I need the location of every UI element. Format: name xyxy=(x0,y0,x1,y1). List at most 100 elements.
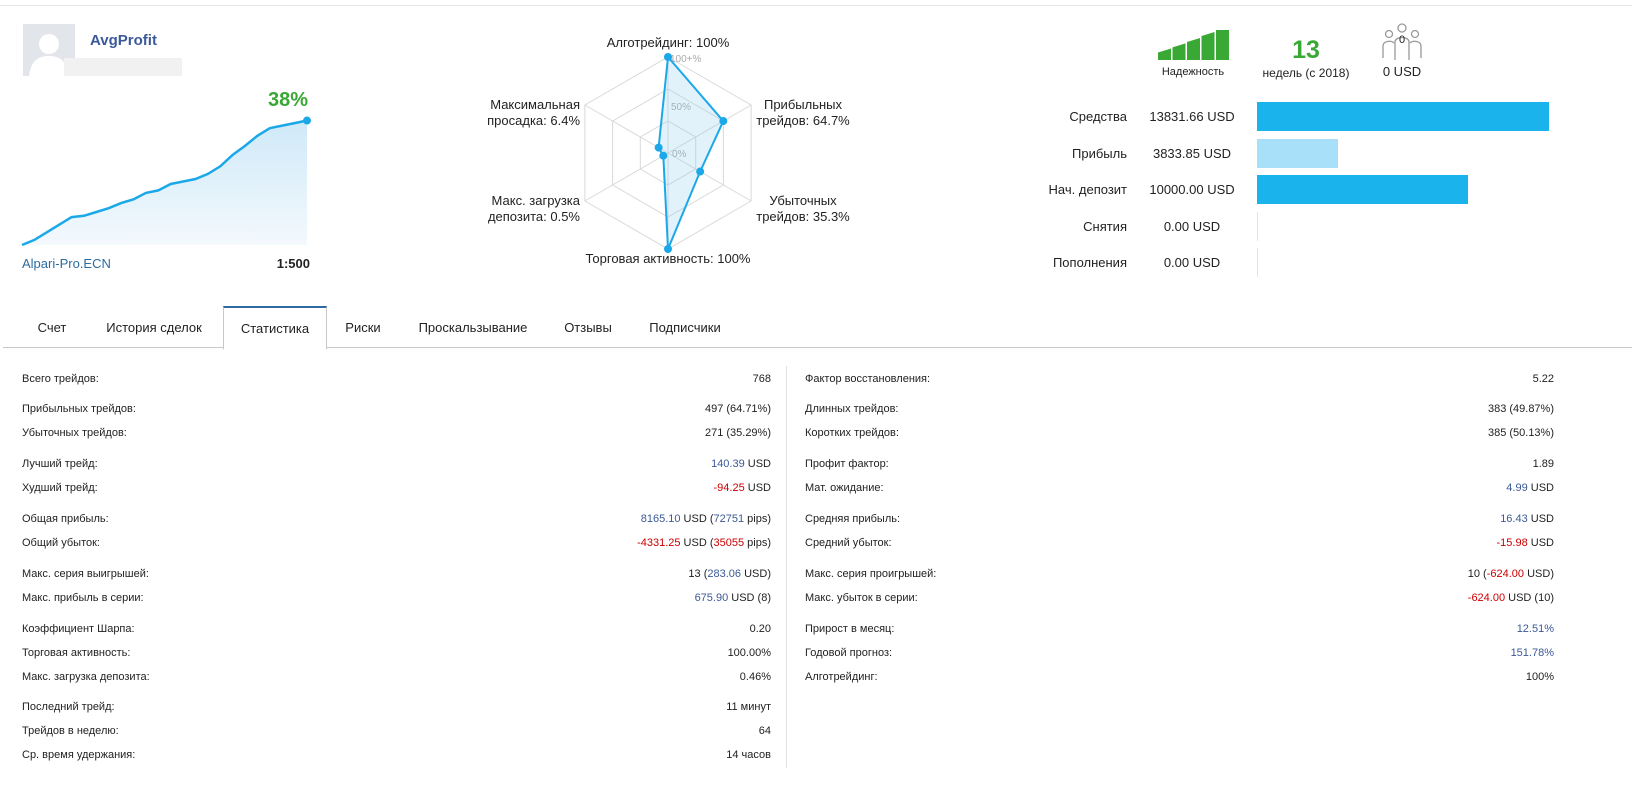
stat-value-part: 72751 xyxy=(713,513,745,525)
stat-value-part: pips) xyxy=(744,513,771,525)
bar-value: 0.00 USD xyxy=(1163,255,1221,270)
radar-scale-top: 100+% xyxy=(670,54,702,65)
broker-server[interactable]: Alpari-Pro.ECN xyxy=(22,256,111,271)
radar-point xyxy=(659,151,668,160)
stat-value-part: -94.25 xyxy=(713,482,745,494)
stat-label: Коэффициент Шарпа: xyxy=(22,623,135,635)
bar-fill xyxy=(1257,248,1258,277)
subscribers-value: 0 USD xyxy=(1382,64,1422,79)
stat-label: Фактор восстановления: xyxy=(805,373,931,385)
radar-label-profit-line1: Прибыльных xyxy=(763,97,842,112)
radar-scale-zero: 0% xyxy=(672,149,687,160)
radar-spoke xyxy=(584,152,669,202)
stat-value-part: 151.78% xyxy=(1510,647,1554,659)
stat-label: Всего трейдов: xyxy=(22,373,99,385)
radar-spoke xyxy=(584,104,669,154)
stat-label: Убыточных трейдов: xyxy=(22,427,127,439)
stat-value: 100% xyxy=(1254,671,1554,683)
stat-label: Мат. ожидание: xyxy=(805,482,884,494)
bar-label: Средства xyxy=(1069,109,1127,124)
stat-value-part: 10 ( xyxy=(1467,568,1487,580)
people-icon xyxy=(1382,23,1422,60)
bar-label: Прибыль xyxy=(1072,145,1127,161)
stat-value-part: USD) xyxy=(741,568,771,580)
signal-name[interactable]: AvgProfit xyxy=(90,32,157,49)
radar-label-drawdown-line1: Максимальная xyxy=(490,97,580,112)
growth-endpoint xyxy=(303,116,311,125)
stat-value: 0.46% xyxy=(471,671,771,683)
reliability-bar xyxy=(1172,43,1186,60)
radar-area xyxy=(657,54,725,250)
stat-label: Прибыльных трейдов: xyxy=(22,403,136,415)
radar-label-loss-line2: трейдов: 35.3% xyxy=(756,209,850,224)
stat-label: Худший трейд: xyxy=(22,482,98,494)
reliability-label: Надежность xyxy=(1161,66,1225,78)
stat-value-part: 13 ( xyxy=(688,568,708,580)
stat-label: Лучший трейд: xyxy=(22,458,98,470)
radar-label-load-line2: депозита: 0.5% xyxy=(487,209,580,224)
radar-label-drawdown: Максимальная просадка: 6.4% xyxy=(470,97,580,129)
stat-value-part: 5.22 xyxy=(1532,373,1554,385)
reliability-bar xyxy=(1187,38,1200,60)
stat-value-part: 11 минут xyxy=(726,701,771,713)
top-divider xyxy=(0,5,1632,6)
stat-value-part: 64 xyxy=(758,725,771,737)
stat-value-part: 8165.10 xyxy=(640,513,681,525)
stat-value: 14 часов xyxy=(471,749,771,761)
stat-value: 13 (283.06 USD) xyxy=(471,568,771,580)
stat-value-part: -15.98 xyxy=(1496,537,1528,549)
stat-value-part: 140.39 xyxy=(711,458,745,470)
radar-point xyxy=(696,167,705,176)
radar-spoke xyxy=(667,152,752,202)
tab-4[interactable]: Проскальзывание xyxy=(418,320,528,335)
stat-value-part: 100.00% xyxy=(727,647,771,659)
tab-5[interactable]: Отзывы xyxy=(564,320,612,335)
stats-divider xyxy=(786,366,787,768)
stat-value-part: USD xyxy=(1527,482,1554,494)
bar-value: 0.00 USD xyxy=(1163,218,1221,234)
stat-value: -624.00 USD (10) xyxy=(1254,592,1554,604)
tab-1[interactable]: История сделок xyxy=(106,320,202,335)
stat-value: 8165.10 USD (72751 pips) xyxy=(471,513,771,525)
stat-value-part: 0.20 xyxy=(749,623,771,635)
growth-area xyxy=(22,120,307,245)
stat-label: Ср. время удержания: xyxy=(22,749,136,761)
tab-2[interactable]: Статистика xyxy=(223,306,327,350)
tab-0[interactable]: Счет xyxy=(37,320,67,335)
subscribers-icon[interactable]: 0 xyxy=(1380,22,1424,62)
stat-value: 64 xyxy=(471,725,771,737)
stat-value: 140.39 USD xyxy=(471,458,771,470)
reliability-bar xyxy=(1158,48,1171,60)
leverage: 1:500 xyxy=(276,256,310,271)
stat-value: 16.43 USD xyxy=(1254,513,1554,525)
stat-label: Средняя прибыль: xyxy=(805,513,901,525)
stat-value-part: pips) xyxy=(744,537,771,549)
stat-value-part: 675.90 xyxy=(694,592,729,604)
stat-label: Макс. серия выигрышей: xyxy=(22,568,149,580)
subscribers-count: 0 xyxy=(1398,34,1406,46)
stat-value-part: USD xyxy=(1527,513,1554,525)
stat-value-part: USD) xyxy=(1524,568,1554,580)
radar-chart: 100+% 50% 0% xyxy=(584,53,752,253)
stat-value: 100.00% xyxy=(471,647,771,659)
avatar[interactable] xyxy=(23,24,75,76)
bar-value: 10000.00 USD xyxy=(1149,182,1235,197)
stat-value: 385 (50.13%) xyxy=(1254,427,1554,439)
stat-value-part: USD (8) xyxy=(728,592,771,604)
stat-label: Общая прибыль: xyxy=(22,513,109,525)
tab-6[interactable]: Подписчики xyxy=(649,320,721,335)
stat-label: Макс. убыток в серии: xyxy=(805,592,918,604)
weeks-value: 13 xyxy=(1292,36,1320,64)
stat-label: Алготрейдинг: xyxy=(805,671,878,683)
tab-3[interactable]: Риски xyxy=(345,320,381,335)
stat-value-part: USD xyxy=(1527,537,1554,549)
stat-value: 768 xyxy=(471,373,771,385)
radar-spoke xyxy=(667,104,752,154)
bar-value: 3833.85 USD xyxy=(1152,145,1232,161)
reliability-bars-icon xyxy=(1158,30,1229,60)
stat-value-part: 385 (50.13%) xyxy=(1487,427,1554,439)
stat-value-part: 4.99 xyxy=(1506,482,1528,494)
radar-label-profit-line2: трейдов: 64.7% xyxy=(756,113,850,128)
stat-label: Коротких трейдов: xyxy=(805,427,899,439)
stat-value: 383 (49.87%) xyxy=(1254,403,1554,415)
